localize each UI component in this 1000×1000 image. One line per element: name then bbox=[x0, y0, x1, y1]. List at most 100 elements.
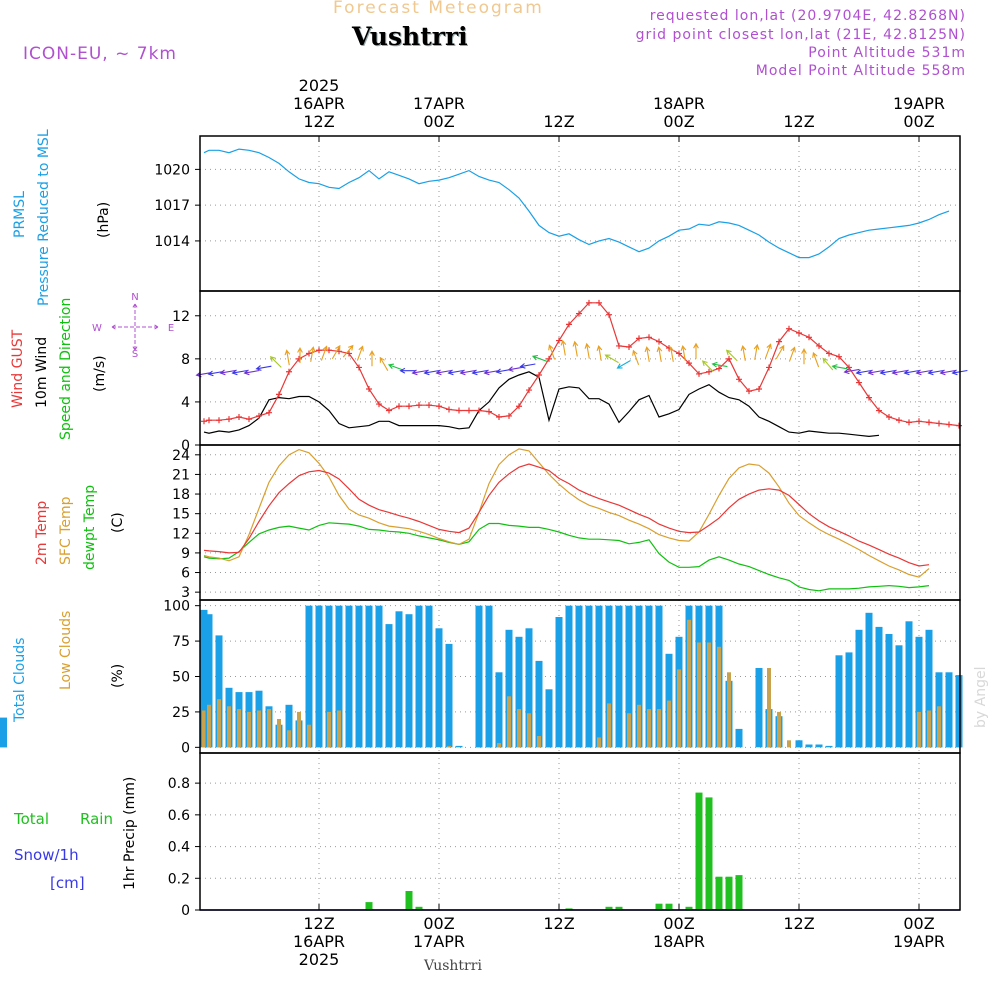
low-cloud-bar bbox=[307, 724, 311, 748]
top-time-label: 16APR bbox=[293, 94, 345, 113]
temp-label-dewpt: dewpt Temp bbox=[82, 485, 98, 570]
low-cloud-bar bbox=[267, 709, 271, 748]
wind-direction-arrow bbox=[725, 349, 738, 362]
total-cloud-bar bbox=[545, 689, 553, 748]
bottom-time-label: 00Z bbox=[663, 914, 694, 933]
wind-direction-arrow bbox=[764, 343, 772, 359]
wind-direction-arrow bbox=[309, 346, 316, 362]
total-cloud-bar bbox=[395, 611, 403, 748]
low-cloud-bar bbox=[787, 740, 791, 748]
y-tick-label: 24 bbox=[172, 448, 190, 464]
low-cloud-bar bbox=[727, 672, 731, 748]
low-cloud-bar bbox=[917, 711, 921, 748]
total-cloud-bar bbox=[385, 624, 393, 748]
wind-direction-arrow bbox=[831, 364, 848, 370]
gust-marker bbox=[316, 347, 322, 354]
gust-marker bbox=[736, 376, 742, 383]
gust-marker bbox=[696, 370, 702, 377]
wind-direction-arrow bbox=[207, 370, 224, 377]
gust-marker bbox=[806, 334, 812, 341]
gust-marker bbox=[916, 418, 922, 425]
wind-direction-arrow bbox=[284, 349, 291, 366]
bottom-time-label: 17APR bbox=[413, 932, 465, 951]
gust-marker bbox=[896, 417, 902, 424]
rain-bar bbox=[705, 797, 713, 910]
precip-unit: 1hr Precip (mm) bbox=[122, 777, 138, 890]
rain-bar bbox=[685, 906, 693, 910]
wind-direction-arrow bbox=[775, 344, 785, 360]
total-cloud-bar bbox=[475, 605, 483, 748]
gust-marker bbox=[556, 337, 562, 344]
gust-marker bbox=[856, 379, 862, 386]
gust-marker bbox=[546, 355, 552, 362]
gust-marker bbox=[226, 416, 232, 423]
y-tick-label: 0.2 bbox=[168, 871, 190, 887]
total-cloud-bar bbox=[445, 643, 453, 748]
total-cloud-bar bbox=[845, 652, 853, 748]
total-cloud-bar bbox=[885, 634, 893, 748]
y-tick-label: 15 bbox=[172, 507, 190, 523]
bottom-time-label: 16APR bbox=[293, 932, 345, 951]
y-tick-label: 8 bbox=[181, 352, 190, 368]
bottom-time-label: 00Z bbox=[423, 914, 454, 933]
gust-marker bbox=[416, 402, 422, 409]
wind-direction-arrow bbox=[711, 361, 728, 368]
wind-direction-arrow bbox=[560, 339, 567, 356]
wind-direction-arrow bbox=[519, 363, 536, 369]
total-cloud-bar bbox=[305, 605, 313, 748]
wind-label-gust: Wind GUST bbox=[10, 329, 26, 408]
wind-direction-arrow bbox=[903, 369, 920, 376]
gust-line bbox=[203, 302, 960, 427]
gust-marker bbox=[956, 422, 962, 429]
wind-direction-arrow bbox=[269, 355, 282, 368]
gust-marker bbox=[716, 365, 722, 372]
y-tick-label: 0 bbox=[181, 903, 190, 919]
gust-marker bbox=[476, 407, 482, 414]
top-time-label: 00Z bbox=[423, 112, 454, 131]
gust-marker bbox=[526, 387, 532, 394]
cloud-label-low: Low Clouds bbox=[58, 611, 74, 690]
model-label: ICON-EU, ~ 7km bbox=[23, 44, 177, 64]
temp-unit: (C) bbox=[110, 512, 126, 533]
gust-marker bbox=[646, 334, 652, 341]
wind-direction-arrow bbox=[753, 343, 760, 360]
temp-label-2m: 2m Temp bbox=[34, 501, 50, 565]
low-cloud-bar bbox=[337, 710, 341, 748]
gust-marker bbox=[876, 407, 882, 414]
wind-direction-arrow bbox=[632, 349, 640, 365]
grid-point-coords: grid point closest lon,lat (21E, 42.8125… bbox=[635, 27, 966, 43]
wind-direction-arrow bbox=[891, 369, 908, 376]
total-cloud-bar bbox=[875, 626, 883, 748]
wind-direction-arrow bbox=[387, 363, 404, 371]
low-cloud-bar bbox=[202, 710, 206, 748]
wind-direction-arrow bbox=[680, 344, 687, 361]
total-cloud-bar bbox=[625, 605, 633, 748]
total-cloud-bar bbox=[505, 629, 513, 748]
y-tick-label: 1014 bbox=[154, 234, 190, 250]
total-cloud-bar bbox=[525, 628, 533, 748]
bottom-time-label: 00Z bbox=[903, 914, 934, 933]
low-cloud-bar bbox=[217, 699, 221, 748]
wind-label-10m: 10m Wind bbox=[34, 337, 50, 408]
y-tick-label: 0 bbox=[181, 740, 190, 756]
gust-marker bbox=[536, 372, 542, 378]
y-tick-label: 18 bbox=[172, 487, 190, 503]
rain-bar bbox=[735, 875, 743, 910]
cloud-label-total: Total Clouds bbox=[12, 638, 28, 723]
gust-marker bbox=[606, 311, 612, 318]
wind-direction-arrow bbox=[369, 350, 375, 367]
gust-marker bbox=[496, 414, 502, 420]
precip-label-snow: Snow/1h bbox=[14, 846, 79, 864]
wind-direction-arrow bbox=[879, 369, 896, 376]
wind-direction-arrow bbox=[356, 345, 364, 361]
y-tick-label: 1020 bbox=[154, 162, 190, 178]
low-cloud-bar bbox=[517, 709, 521, 748]
gust-marker bbox=[766, 364, 772, 371]
y-tick-label: 100 bbox=[163, 599, 190, 615]
gust-marker bbox=[306, 350, 312, 357]
wind-direction-arrow bbox=[447, 369, 464, 376]
footer-location: Vushtrri bbox=[424, 958, 482, 974]
gust-marker bbox=[756, 386, 762, 392]
wind-direction-arrow bbox=[927, 369, 944, 376]
total-cloud-bar bbox=[665, 653, 673, 748]
